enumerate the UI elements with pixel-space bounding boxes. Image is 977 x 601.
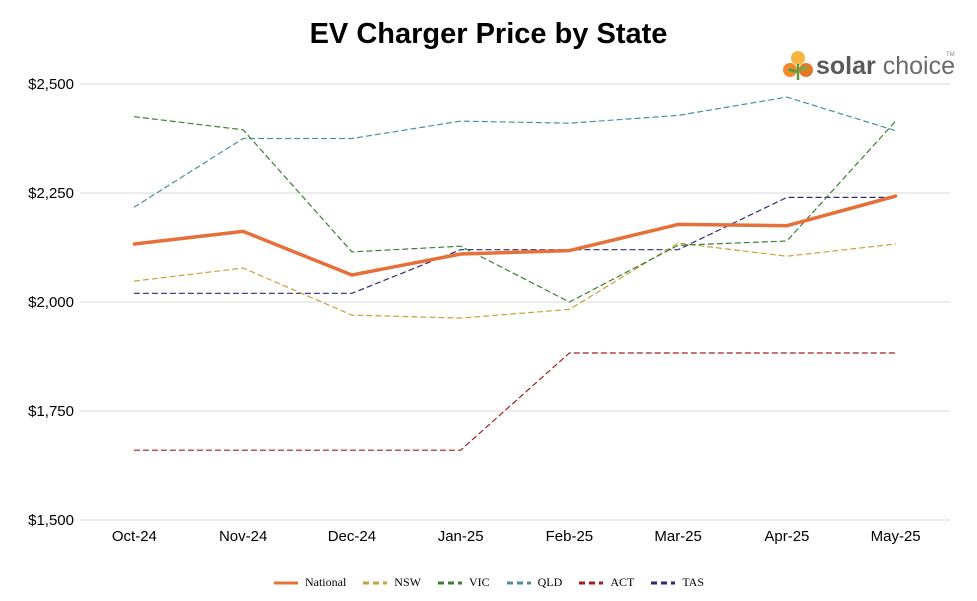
x-tick-label: Nov-24 <box>219 528 267 545</box>
gridlines <box>80 83 950 521</box>
series-line-qld <box>133 96 897 208</box>
legend-swatch <box>363 581 388 585</box>
legend-item-national: National <box>273 575 346 590</box>
legend-label: NSW <box>394 575 421 589</box>
y-tick-label: $1,750 <box>28 403 74 420</box>
legend-swatch <box>651 581 676 585</box>
x-tick-label: Dec-24 <box>328 528 376 545</box>
series-line-national <box>132 194 898 277</box>
legend-label: National <box>304 575 347 589</box>
x-tick-label: Oct-24 <box>112 528 157 545</box>
legend-label: TAS <box>682 575 705 589</box>
solar-choice-logo: solar choice TM <box>780 48 955 82</box>
legend-label: QLD <box>537 575 563 589</box>
series-line-tas <box>133 196 897 294</box>
y-tick-label: $2,250 <box>28 185 74 202</box>
legend-item-qld: QLD <box>506 575 563 590</box>
logo-mark-icon <box>783 51 813 80</box>
legend-label: VIC <box>468 575 490 589</box>
logo-text-bold: solar <box>816 52 876 80</box>
x-axis-ticks: Oct-24 Nov-24 Dec-24 Jan-25 Feb-25 Mar-25 Apr-… <box>112 528 921 545</box>
legend-swatch <box>273 581 298 585</box>
legend-label: ACT <box>610 575 635 589</box>
chart-title: EV Charger Price by State <box>309 18 668 50</box>
logo-text: solar choice <box>816 52 955 81</box>
logo-trademark: TM <box>946 52 955 58</box>
series-lines <box>132 96 898 451</box>
logo-text-regular: choice <box>875 52 955 80</box>
y-tick-label: $1,500 <box>28 512 74 529</box>
x-tick-label: May-25 <box>871 528 921 545</box>
plot-area: $1,500 $1,750 $2,000 $2,250 $2,500 Oct-24 Nov… <box>28 76 950 545</box>
x-tick-label: Apr-25 <box>764 528 809 545</box>
y-axis-ticks: $1,500 $1,750 $2,000 $2,250 $2,500 <box>28 76 74 529</box>
x-tick-label: Jan-25 <box>438 528 484 545</box>
series-line-act <box>133 352 897 451</box>
legend-item-tas: TAS <box>650 575 704 590</box>
legend-item-vic: VIC <box>437 575 490 590</box>
legend-item-nsw: NSW <box>362 575 421 590</box>
legend-swatch <box>437 581 462 585</box>
legend: National NSW VIC QLD ACT TAS <box>0 575 977 590</box>
y-tick-label: $2,500 <box>28 76 74 93</box>
series-line-nsw <box>133 242 897 319</box>
legend-swatch <box>506 581 531 585</box>
series-line-vic <box>133 116 897 303</box>
legend-swatch <box>579 581 604 585</box>
legend-item-act: ACT <box>578 575 634 590</box>
x-tick-label: Mar-25 <box>654 528 702 545</box>
y-tick-label: $2,000 <box>28 294 74 311</box>
x-tick-label: Feb-25 <box>546 528 594 545</box>
